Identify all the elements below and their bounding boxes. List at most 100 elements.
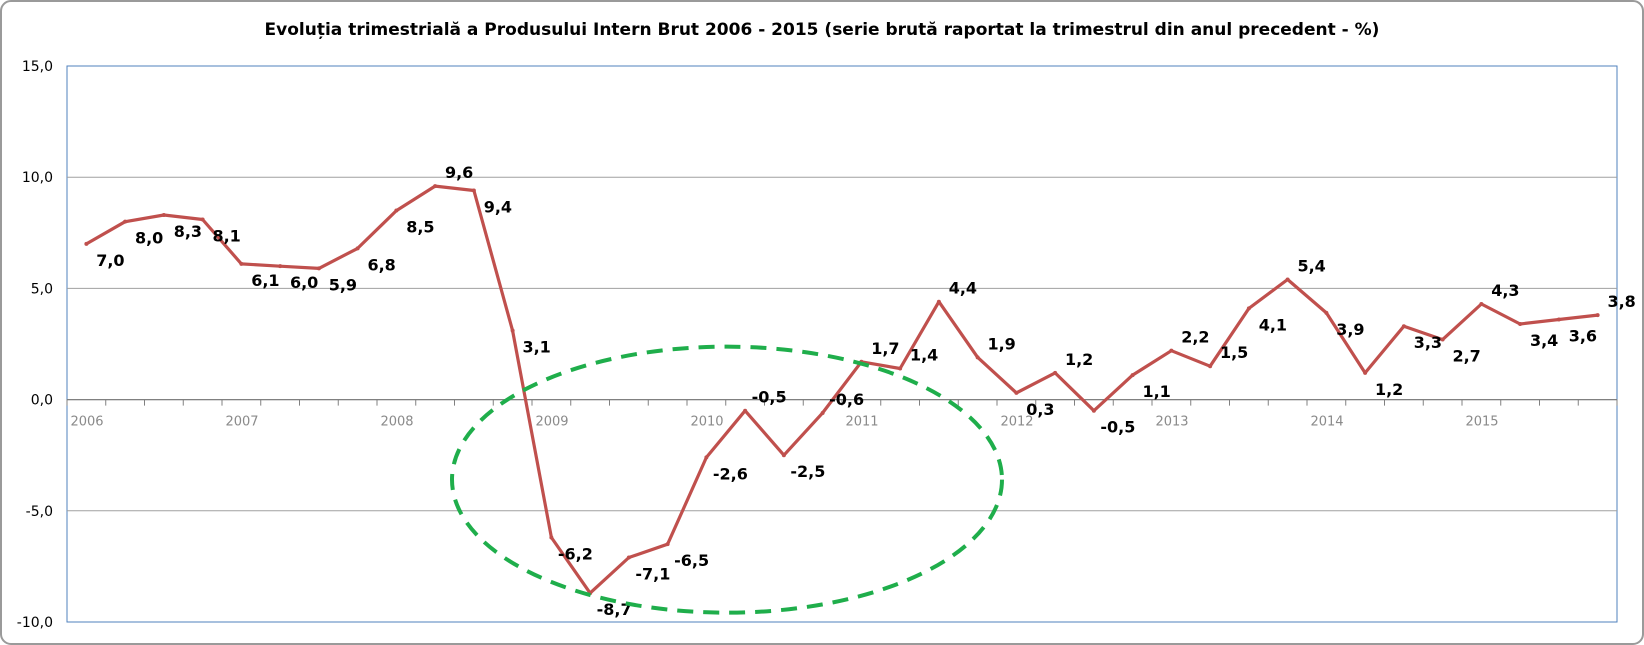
- data-label: 4,3: [1491, 281, 1519, 300]
- y-tick-label: 5,0: [31, 281, 53, 297]
- data-label: 7,0: [96, 251, 124, 270]
- y-tick-label: 0,0: [31, 393, 53, 409]
- y-tick-label: -10,0: [17, 615, 53, 631]
- y-tick-label: 15,0: [22, 59, 53, 75]
- data-point: [1285, 277, 1290, 282]
- chart-title: Evoluția trimestrială a Produsului Inter…: [265, 20, 1380, 40]
- data-point: [1208, 364, 1213, 369]
- data-point: [1479, 301, 1484, 306]
- data-point: [278, 264, 283, 269]
- data-point: [1169, 348, 1174, 353]
- data-point: [1518, 321, 1523, 326]
- data-label: -0,6: [829, 390, 864, 409]
- x-year-label: 2014: [1310, 415, 1343, 430]
- data-point: [1246, 306, 1251, 311]
- data-point: [1401, 324, 1406, 329]
- y-tick-label: 10,0: [22, 170, 53, 186]
- data-label: -6,5: [674, 551, 709, 570]
- data-point: [1595, 313, 1600, 318]
- data-label: 3,1: [522, 338, 550, 357]
- plot-area: [66, 65, 1618, 623]
- x-year-label: 2007: [225, 415, 258, 430]
- data-label: -2,6: [713, 464, 748, 483]
- data-point: [200, 217, 205, 222]
- data-label: 8,1: [212, 226, 240, 245]
- data-label: 4,1: [1259, 315, 1287, 334]
- x-year-label: 2010: [690, 415, 723, 430]
- data-point: [898, 366, 903, 371]
- data-label: 1,2: [1065, 350, 1093, 369]
- data-label: 1,4: [910, 345, 938, 364]
- data-label: 3,4: [1530, 331, 1558, 350]
- recession-highlight-ellipse: [450, 344, 1004, 615]
- data-label: 6,8: [367, 255, 395, 274]
- data-point: [704, 455, 709, 460]
- data-point: [394, 208, 399, 213]
- data-label: 8,0: [135, 229, 163, 248]
- data-label: 9,4: [484, 198, 512, 217]
- x-year-label: 2011: [845, 415, 878, 430]
- data-label: 4,4: [949, 279, 977, 298]
- data-point: [781, 453, 786, 458]
- data-label: -8,7: [597, 600, 632, 619]
- data-label: 1,9: [987, 334, 1015, 353]
- data-point: [471, 188, 476, 193]
- data-label: 2,7: [1452, 347, 1480, 366]
- data-label: 3,9: [1336, 320, 1364, 339]
- data-label: 2,2: [1181, 328, 1209, 347]
- data-label: 1,5: [1220, 343, 1248, 362]
- data-point: [1014, 390, 1019, 395]
- data-label: -7,1: [635, 565, 670, 584]
- data-label: 5,4: [1297, 257, 1325, 276]
- data-label: 6,0: [290, 273, 318, 292]
- data-label: 1,2: [1375, 380, 1403, 399]
- data-label: 3,3: [1414, 333, 1442, 352]
- data-point: [123, 219, 128, 224]
- data-point: [1091, 408, 1096, 413]
- data-label: 0,3: [1026, 400, 1054, 419]
- x-year-label: 2013: [1155, 415, 1188, 430]
- data-label: 5,9: [329, 275, 357, 294]
- x-year-label: 2006: [70, 415, 103, 430]
- x-year-label: 2015: [1465, 415, 1498, 430]
- data-point: [84, 241, 89, 246]
- data-label: -2,5: [790, 462, 825, 481]
- data-label: -0,5: [1100, 418, 1135, 437]
- x-year-label: 2008: [380, 415, 413, 430]
- y-tick-label: -5,0: [26, 504, 53, 520]
- data-point: [239, 261, 244, 266]
- data-point: [355, 246, 360, 251]
- data-label: -0,5: [752, 388, 787, 407]
- data-label: 8,3: [174, 222, 202, 241]
- data-label: 3,8: [1607, 292, 1635, 311]
- x-year-label: 2009: [535, 415, 568, 430]
- data-point: [936, 299, 941, 304]
- data-point: [161, 213, 166, 218]
- data-label: 1,7: [871, 339, 899, 358]
- data-label: 1,1: [1142, 382, 1170, 401]
- data-point: [316, 266, 321, 271]
- data-point: [510, 328, 515, 333]
- gdp-series-line: [84, 184, 1600, 595]
- data-point: [1363, 370, 1368, 375]
- data-point: [1556, 317, 1561, 322]
- data-point: [665, 542, 670, 547]
- data-label: 3,6: [1569, 327, 1597, 346]
- data-label: 6,1: [251, 271, 279, 290]
- x-year-label: 2012: [1000, 415, 1033, 430]
- data-point: [1130, 373, 1135, 378]
- data-point: [820, 410, 825, 415]
- data-label: -6,2: [558, 544, 593, 563]
- data-point: [1053, 370, 1058, 375]
- data-point: [975, 355, 980, 360]
- data-point: [743, 408, 748, 413]
- data-point: [433, 184, 438, 189]
- data-point: [549, 535, 554, 540]
- data-point: [626, 555, 631, 560]
- data-label: 8,5: [406, 218, 434, 237]
- data-point: [1324, 310, 1329, 315]
- data-label: 9,6: [445, 163, 473, 182]
- data-point: [1440, 337, 1445, 342]
